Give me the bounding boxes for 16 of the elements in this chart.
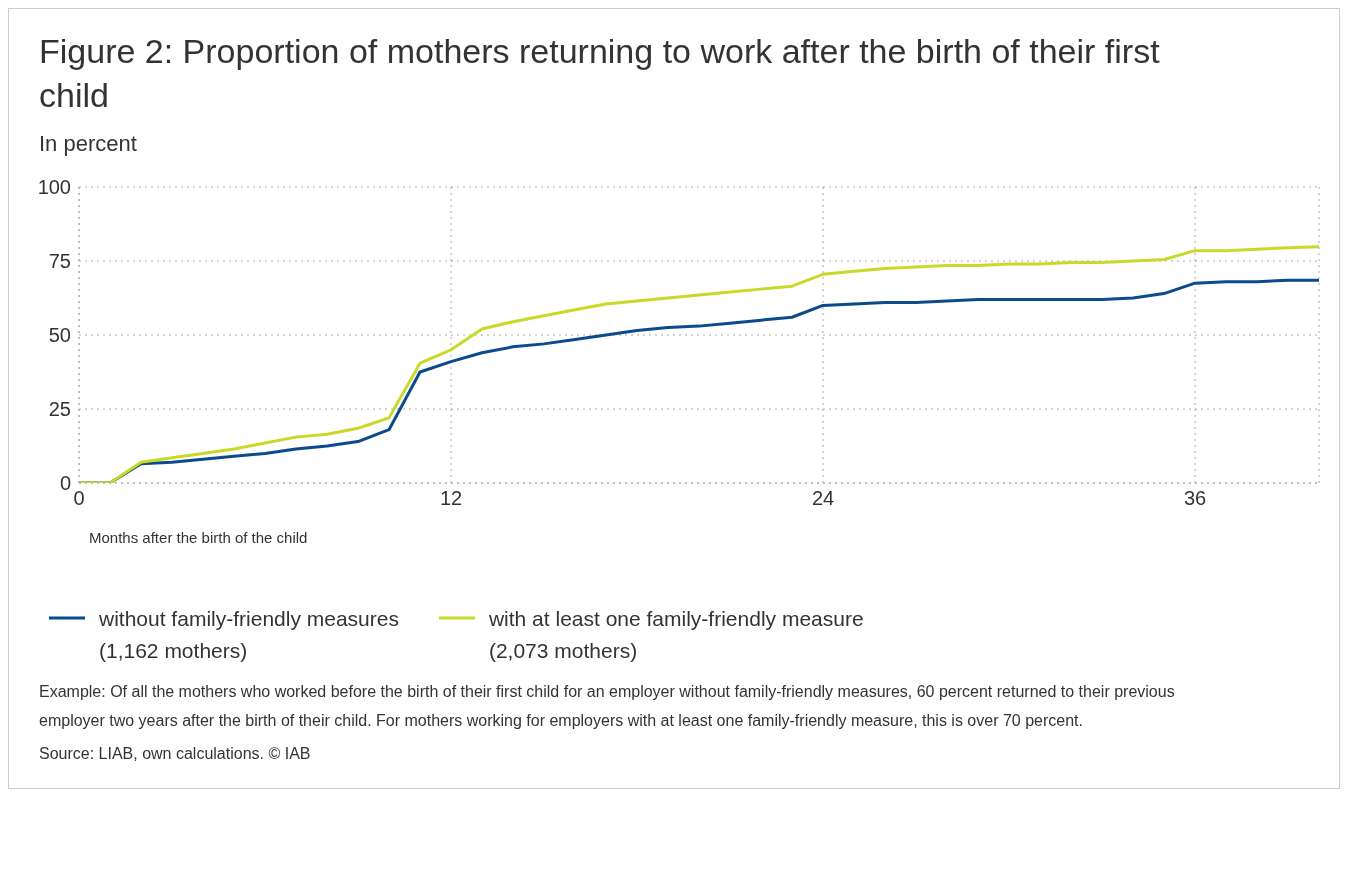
x-tick-label: 0 bbox=[73, 487, 85, 510]
legend-label: without family-friendly measures (1,162 mothers) bbox=[99, 606, 399, 664]
x-tick-label: 36 bbox=[1183, 487, 1207, 510]
x-axis-title: Months after the birth of the child bbox=[89, 529, 308, 546]
chart-title: Figure 2: Proportion of mothers returning to work after the birth of their first child bbox=[38, 31, 1161, 116]
y-tick-label: 100 bbox=[37, 176, 71, 199]
y-tick-label: 25 bbox=[48, 398, 71, 421]
y-tick-label: 0 bbox=[59, 472, 71, 495]
legend-label: with at least one family-friendly measure (2,073 mothers) bbox=[488, 606, 864, 664]
x-tick-label: 12 bbox=[439, 487, 463, 510]
source-note: Source: LIAB, own calculations. © IAB bbox=[38, 744, 312, 764]
text: Example: Of all the mothers who worked before the birth of their first child for an employer without family-friendly measures, 60 percent returned to their previous employer two years after the birth of their child. For mothers working for employers with at least one family-friendly measure, this is over 70 percent. bbox=[38, 682, 1176, 731]
y-tick-label: 50 bbox=[48, 324, 71, 347]
chart-subtitle: In percent bbox=[38, 131, 138, 157]
x-tick-label: 24 bbox=[811, 487, 835, 510]
y-tick-label: 75 bbox=[48, 250, 71, 273]
